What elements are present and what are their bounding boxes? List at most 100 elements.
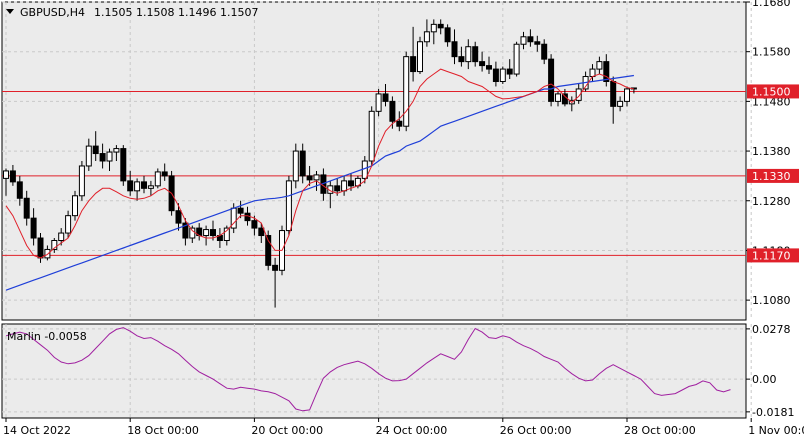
ohlc-open: 1.1505 bbox=[94, 6, 133, 19]
candle-down bbox=[210, 229, 216, 237]
candle-up bbox=[596, 61, 603, 70]
candle-up bbox=[513, 43, 520, 75]
candle-up bbox=[555, 93, 561, 102]
candle-down bbox=[30, 217, 37, 239]
candle-down bbox=[437, 23, 444, 29]
candle-down bbox=[541, 43, 548, 60]
candle-down bbox=[444, 27, 451, 43]
candle-down bbox=[348, 180, 354, 187]
candle-up bbox=[189, 227, 196, 239]
price-tick-label: 1.1680 bbox=[752, 0, 791, 9]
level-tag bbox=[747, 248, 799, 263]
candle-up bbox=[154, 171, 161, 187]
candle-up bbox=[223, 227, 230, 241]
candle-down bbox=[251, 220, 258, 229]
candle-down bbox=[299, 150, 306, 177]
ohlc-low: 1.1496 bbox=[178, 6, 217, 19]
candle-down bbox=[182, 222, 189, 239]
candle-up bbox=[292, 150, 299, 182]
ma-fast-line bbox=[5, 68, 635, 259]
candle-down bbox=[237, 207, 244, 214]
candle-up bbox=[113, 148, 120, 153]
time-tick-label: 26 Oct 00:00 bbox=[500, 424, 572, 437]
candle-down bbox=[410, 56, 417, 73]
osc-tick-label: -0.0181 bbox=[752, 406, 794, 419]
time-tick-label: 24 Oct 00:00 bbox=[376, 424, 448, 437]
time-tick-label: 18 Oct 00:00 bbox=[127, 424, 199, 437]
candle-up bbox=[313, 174, 320, 181]
level-tags: 1.1500 1.1330 1.1170 bbox=[747, 84, 799, 263]
candle-up bbox=[285, 180, 292, 232]
candle-up bbox=[417, 41, 423, 73]
candle-up bbox=[72, 195, 78, 217]
candles bbox=[3, 19, 637, 308]
time-axis: 14 Oct 2022 18 Oct 00:00 20 Oct 00:00 24 Oc… bbox=[3, 418, 804, 437]
candle-up bbox=[520, 36, 527, 45]
candle-up bbox=[341, 180, 348, 192]
candle-up bbox=[575, 88, 582, 101]
level-tag bbox=[747, 168, 799, 183]
candle-up bbox=[624, 88, 630, 102]
candle-up bbox=[368, 110, 375, 162]
candle-down bbox=[244, 212, 251, 222]
candle-down bbox=[492, 68, 499, 82]
candle-down bbox=[37, 237, 44, 259]
candle-down bbox=[603, 61, 610, 82]
osc-tick-label: 0.0278 bbox=[752, 323, 791, 336]
candle-down bbox=[548, 58, 555, 102]
candle-up bbox=[465, 46, 472, 63]
candle-up bbox=[51, 240, 58, 250]
osc-tick-label: 0.00 bbox=[752, 373, 777, 386]
candle-down bbox=[9, 170, 16, 183]
candle-down bbox=[506, 68, 513, 75]
candle-down bbox=[396, 120, 403, 127]
candle-down bbox=[389, 100, 396, 122]
candle-up bbox=[106, 151, 113, 162]
candle-down bbox=[610, 81, 617, 107]
candle-up bbox=[134, 181, 141, 192]
candle-up bbox=[423, 31, 430, 43]
price-tick-label: 1.1580 bbox=[752, 46, 791, 59]
candle-down bbox=[561, 93, 568, 105]
time-tick-label: 20 Oct 00:00 bbox=[251, 424, 323, 437]
candle-up bbox=[147, 185, 154, 189]
candle-down bbox=[161, 171, 168, 177]
oscillator-axis: 0.0278 0.00 -0.0181 bbox=[746, 323, 794, 419]
candle-down bbox=[306, 175, 313, 181]
candle-up bbox=[3, 170, 9, 179]
candle-down bbox=[258, 227, 265, 237]
candle-down bbox=[272, 264, 279, 271]
level-tag bbox=[747, 84, 799, 99]
oscillator-plot-area bbox=[1, 323, 747, 419]
candle-down bbox=[472, 46, 479, 63]
time-tick-label: 28 Oct 00:00 bbox=[624, 424, 696, 437]
candle-down bbox=[141, 181, 147, 189]
candle-up bbox=[65, 215, 72, 234]
candle-down bbox=[23, 197, 30, 219]
candle-down bbox=[527, 36, 534, 43]
oscillator-label: Marlin -0.0058 bbox=[7, 330, 87, 343]
candle-up bbox=[85, 145, 92, 167]
marlin-line bbox=[5, 327, 731, 412]
candle-up bbox=[499, 68, 506, 82]
ohlc-high: 1.1508 bbox=[136, 6, 175, 19]
candle-up bbox=[78, 165, 85, 197]
menu-triangle-icon[interactable] bbox=[6, 9, 14, 14]
price-tick-label: 1.1380 bbox=[752, 145, 791, 158]
candle-down bbox=[334, 185, 341, 192]
candle-down bbox=[127, 180, 134, 192]
candle-up bbox=[430, 23, 437, 33]
time-tick-label: 14 Oct 2022 bbox=[3, 424, 71, 437]
candle-down bbox=[458, 56, 465, 63]
candle-down bbox=[265, 235, 272, 266]
candle-down bbox=[175, 210, 182, 224]
candle-down bbox=[99, 153, 106, 162]
candle-up bbox=[403, 56, 410, 127]
level-tag-label: 1.1330 bbox=[752, 170, 791, 183]
candle-down bbox=[382, 93, 389, 102]
candle-up bbox=[44, 248, 51, 259]
candle-up bbox=[58, 232, 65, 241]
level-tag-label: 1.1500 bbox=[752, 85, 791, 98]
